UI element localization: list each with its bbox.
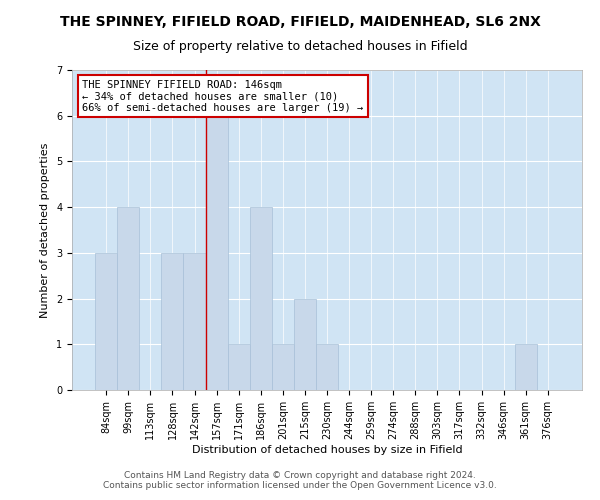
Text: Contains HM Land Registry data © Crown copyright and database right 2024.
Contai: Contains HM Land Registry data © Crown c… — [103, 470, 497, 490]
Bar — [316, 344, 338, 390]
Bar — [227, 344, 250, 390]
Text: THE SPINNEY, FIFIELD ROAD, FIFIELD, MAIDENHEAD, SL6 2NX: THE SPINNEY, FIFIELD ROAD, FIFIELD, MAID… — [59, 15, 541, 29]
Bar — [184, 253, 206, 390]
Bar — [206, 116, 227, 390]
Bar — [95, 253, 117, 390]
X-axis label: Distribution of detached houses by size in Fifield: Distribution of detached houses by size … — [191, 444, 463, 454]
Text: THE SPINNEY FIFIELD ROAD: 146sqm
← 34% of detached houses are smaller (10)
66% o: THE SPINNEY FIFIELD ROAD: 146sqm ← 34% o… — [82, 80, 364, 113]
Bar — [515, 344, 537, 390]
Text: Size of property relative to detached houses in Fifield: Size of property relative to detached ho… — [133, 40, 467, 53]
Y-axis label: Number of detached properties: Number of detached properties — [40, 142, 50, 318]
Bar — [294, 298, 316, 390]
Bar — [250, 207, 272, 390]
Bar — [117, 207, 139, 390]
Bar — [272, 344, 294, 390]
Bar — [161, 253, 184, 390]
